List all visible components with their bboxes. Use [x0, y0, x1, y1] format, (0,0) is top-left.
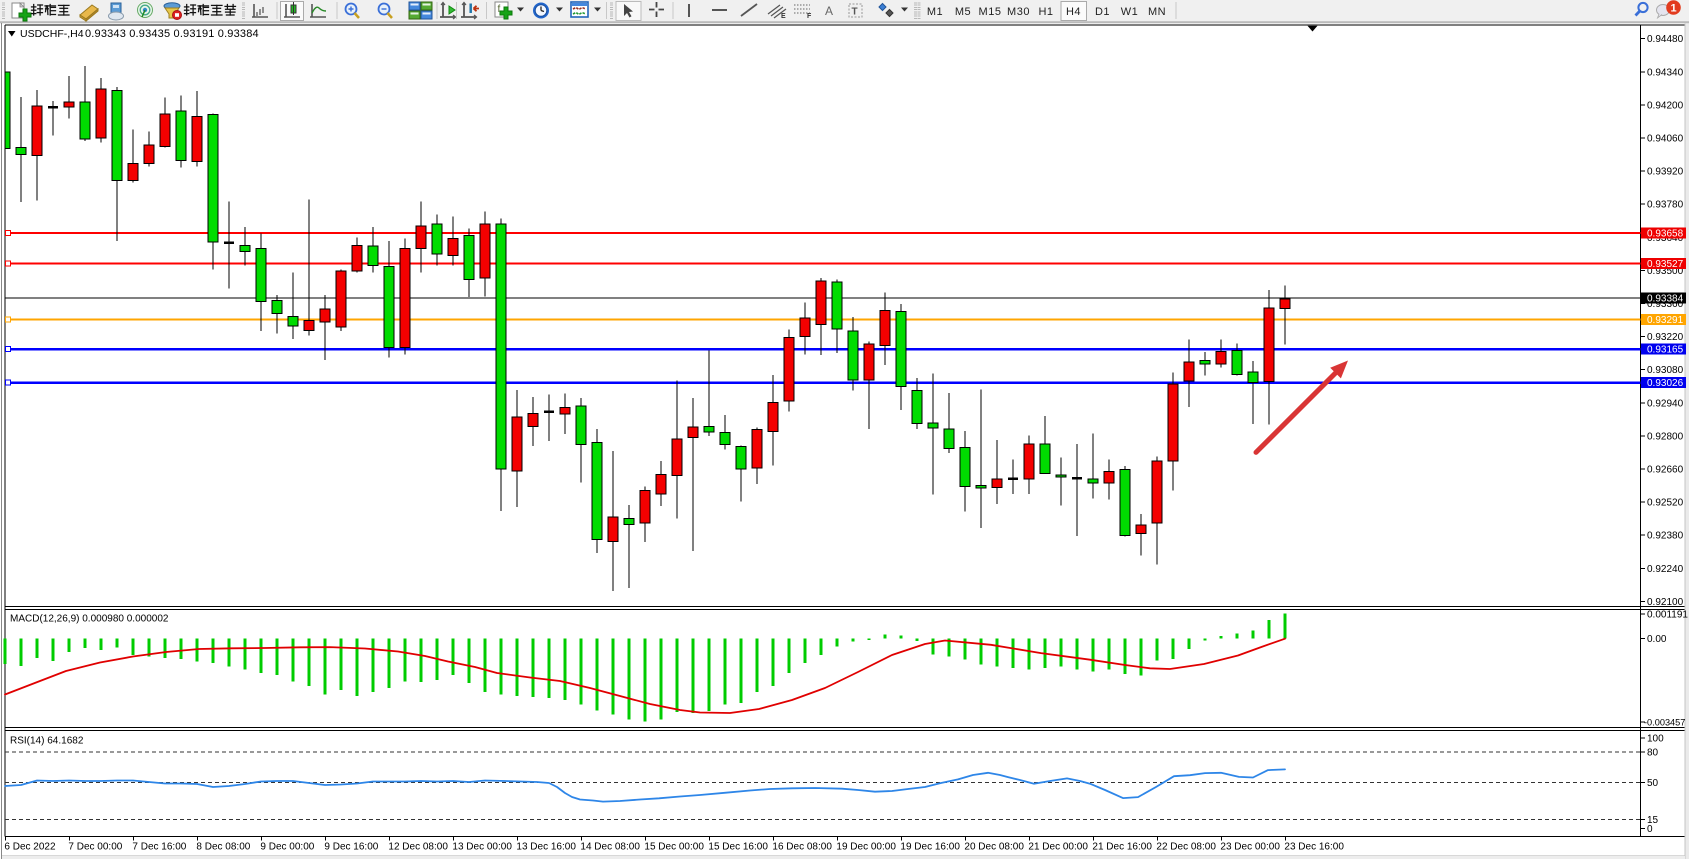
svg-text:0.93360: 0.93360 [1647, 299, 1684, 310]
svg-text:f: f [498, 4, 501, 15]
svg-text:T: T [852, 7, 858, 18]
svg-text:15: 15 [1647, 815, 1659, 826]
svg-text:9 Dec 16:00: 9 Dec 16:00 [324, 842, 378, 853]
svg-text:7 Dec 00:00: 7 Dec 00:00 [68, 842, 122, 853]
svg-text:6 Dec 2022: 6 Dec 2022 [4, 842, 56, 853]
svg-text:0.92660: 0.92660 [1647, 465, 1684, 476]
svg-text:W1: W1 [1121, 6, 1139, 18]
svg-text:0.93080: 0.93080 [1647, 365, 1684, 376]
svg-text:23 Dec 16:00: 23 Dec 16:00 [1284, 842, 1344, 853]
svg-text:E: E [781, 13, 786, 20]
svg-text:100: 100 [1647, 733, 1664, 744]
svg-text:7 Dec 16:00: 7 Dec 16:00 [132, 842, 186, 853]
svg-text:MACD(12,26,9) 0.000980 0.00000: MACD(12,26,9) 0.000980 0.000002 [10, 614, 169, 625]
svg-text:12 Dec 08:00: 12 Dec 08:00 [388, 842, 448, 853]
svg-text:0.92940: 0.92940 [1647, 398, 1684, 409]
svg-text:M1: M1 [927, 6, 943, 18]
svg-text:D1: D1 [1095, 6, 1110, 18]
svg-text:M15: M15 [979, 6, 1002, 18]
svg-text:H4: H4 [1066, 6, 1081, 18]
svg-text:15 Dec 00:00: 15 Dec 00:00 [644, 842, 704, 853]
svg-text:0.92380: 0.92380 [1647, 531, 1684, 542]
svg-text:8 Dec 08:00: 8 Dec 08:00 [196, 842, 250, 853]
svg-text:MN: MN [1148, 6, 1166, 18]
svg-text:0.001191: 0.001191 [1647, 609, 1688, 620]
svg-text:0.93658: 0.93658 [1647, 229, 1684, 240]
svg-text:0.93220: 0.93220 [1647, 332, 1684, 343]
svg-text:0.92240: 0.92240 [1647, 564, 1684, 575]
svg-text:19 Dec 16:00: 19 Dec 16:00 [900, 842, 960, 853]
svg-text:0.94480: 0.94480 [1647, 34, 1684, 45]
svg-text:14 Dec 08:00: 14 Dec 08:00 [580, 842, 640, 853]
svg-text:16 Dec 08:00: 16 Dec 08:00 [772, 842, 832, 853]
svg-text:0.93920: 0.93920 [1647, 167, 1684, 178]
svg-text:M5: M5 [955, 6, 971, 18]
svg-text:A: A [825, 4, 833, 18]
svg-text:0.92800: 0.92800 [1647, 431, 1684, 442]
svg-text:80: 80 [1647, 748, 1659, 759]
svg-text:0.93026: 0.93026 [1647, 378, 1684, 389]
svg-text:USDCHF-,H4: USDCHF-,H4 [20, 28, 84, 40]
svg-text:0.93384: 0.93384 [1647, 294, 1684, 305]
svg-text:0.93500: 0.93500 [1647, 266, 1684, 277]
svg-text:15 Dec 16:00: 15 Dec 16:00 [708, 842, 768, 853]
svg-text:20 Dec 08:00: 20 Dec 08:00 [964, 842, 1024, 853]
svg-text:0.93343 0.93435 0.93191 0.9338: 0.93343 0.93435 0.93191 0.93384 [85, 28, 259, 40]
svg-text:23 Dec 00:00: 23 Dec 00:00 [1220, 842, 1280, 853]
svg-text:F: F [807, 13, 812, 20]
svg-text:0.93165: 0.93165 [1647, 345, 1684, 356]
svg-text:M30: M30 [1007, 6, 1030, 18]
svg-text:0.92520: 0.92520 [1647, 498, 1684, 509]
svg-text:0.94060: 0.94060 [1647, 134, 1684, 145]
svg-text:0: 0 [1647, 824, 1653, 835]
svg-text:13 Dec 00:00: 13 Dec 00:00 [452, 842, 512, 853]
svg-text:21 Dec 16:00: 21 Dec 16:00 [1092, 842, 1152, 853]
svg-text:0.94340: 0.94340 [1647, 67, 1684, 78]
svg-text:0.94200: 0.94200 [1647, 100, 1684, 111]
svg-text:13 Dec 16:00: 13 Dec 16:00 [516, 842, 576, 853]
svg-text:0.93527: 0.93527 [1647, 259, 1684, 270]
svg-text:9 Dec 00:00: 9 Dec 00:00 [260, 842, 314, 853]
svg-text:0.93291: 0.93291 [1647, 315, 1684, 326]
svg-text:H1: H1 [1038, 6, 1053, 18]
svg-text:50: 50 [1647, 778, 1659, 789]
svg-text:19 Dec 00:00: 19 Dec 00:00 [836, 842, 896, 853]
svg-text:0.92100: 0.92100 [1647, 597, 1684, 608]
svg-text:0.00: 0.00 [1647, 634, 1667, 645]
svg-text:21 Dec 00:00: 21 Dec 00:00 [1028, 842, 1088, 853]
svg-text:1: 1 [1670, 3, 1676, 15]
svg-text:-0.003457: -0.003457 [1644, 717, 1685, 727]
svg-text:22 Dec 08:00: 22 Dec 08:00 [1156, 842, 1216, 853]
svg-text:RSI(14) 64.1682: RSI(14) 64.1682 [10, 736, 84, 747]
svg-text:0.93780: 0.93780 [1647, 200, 1684, 211]
